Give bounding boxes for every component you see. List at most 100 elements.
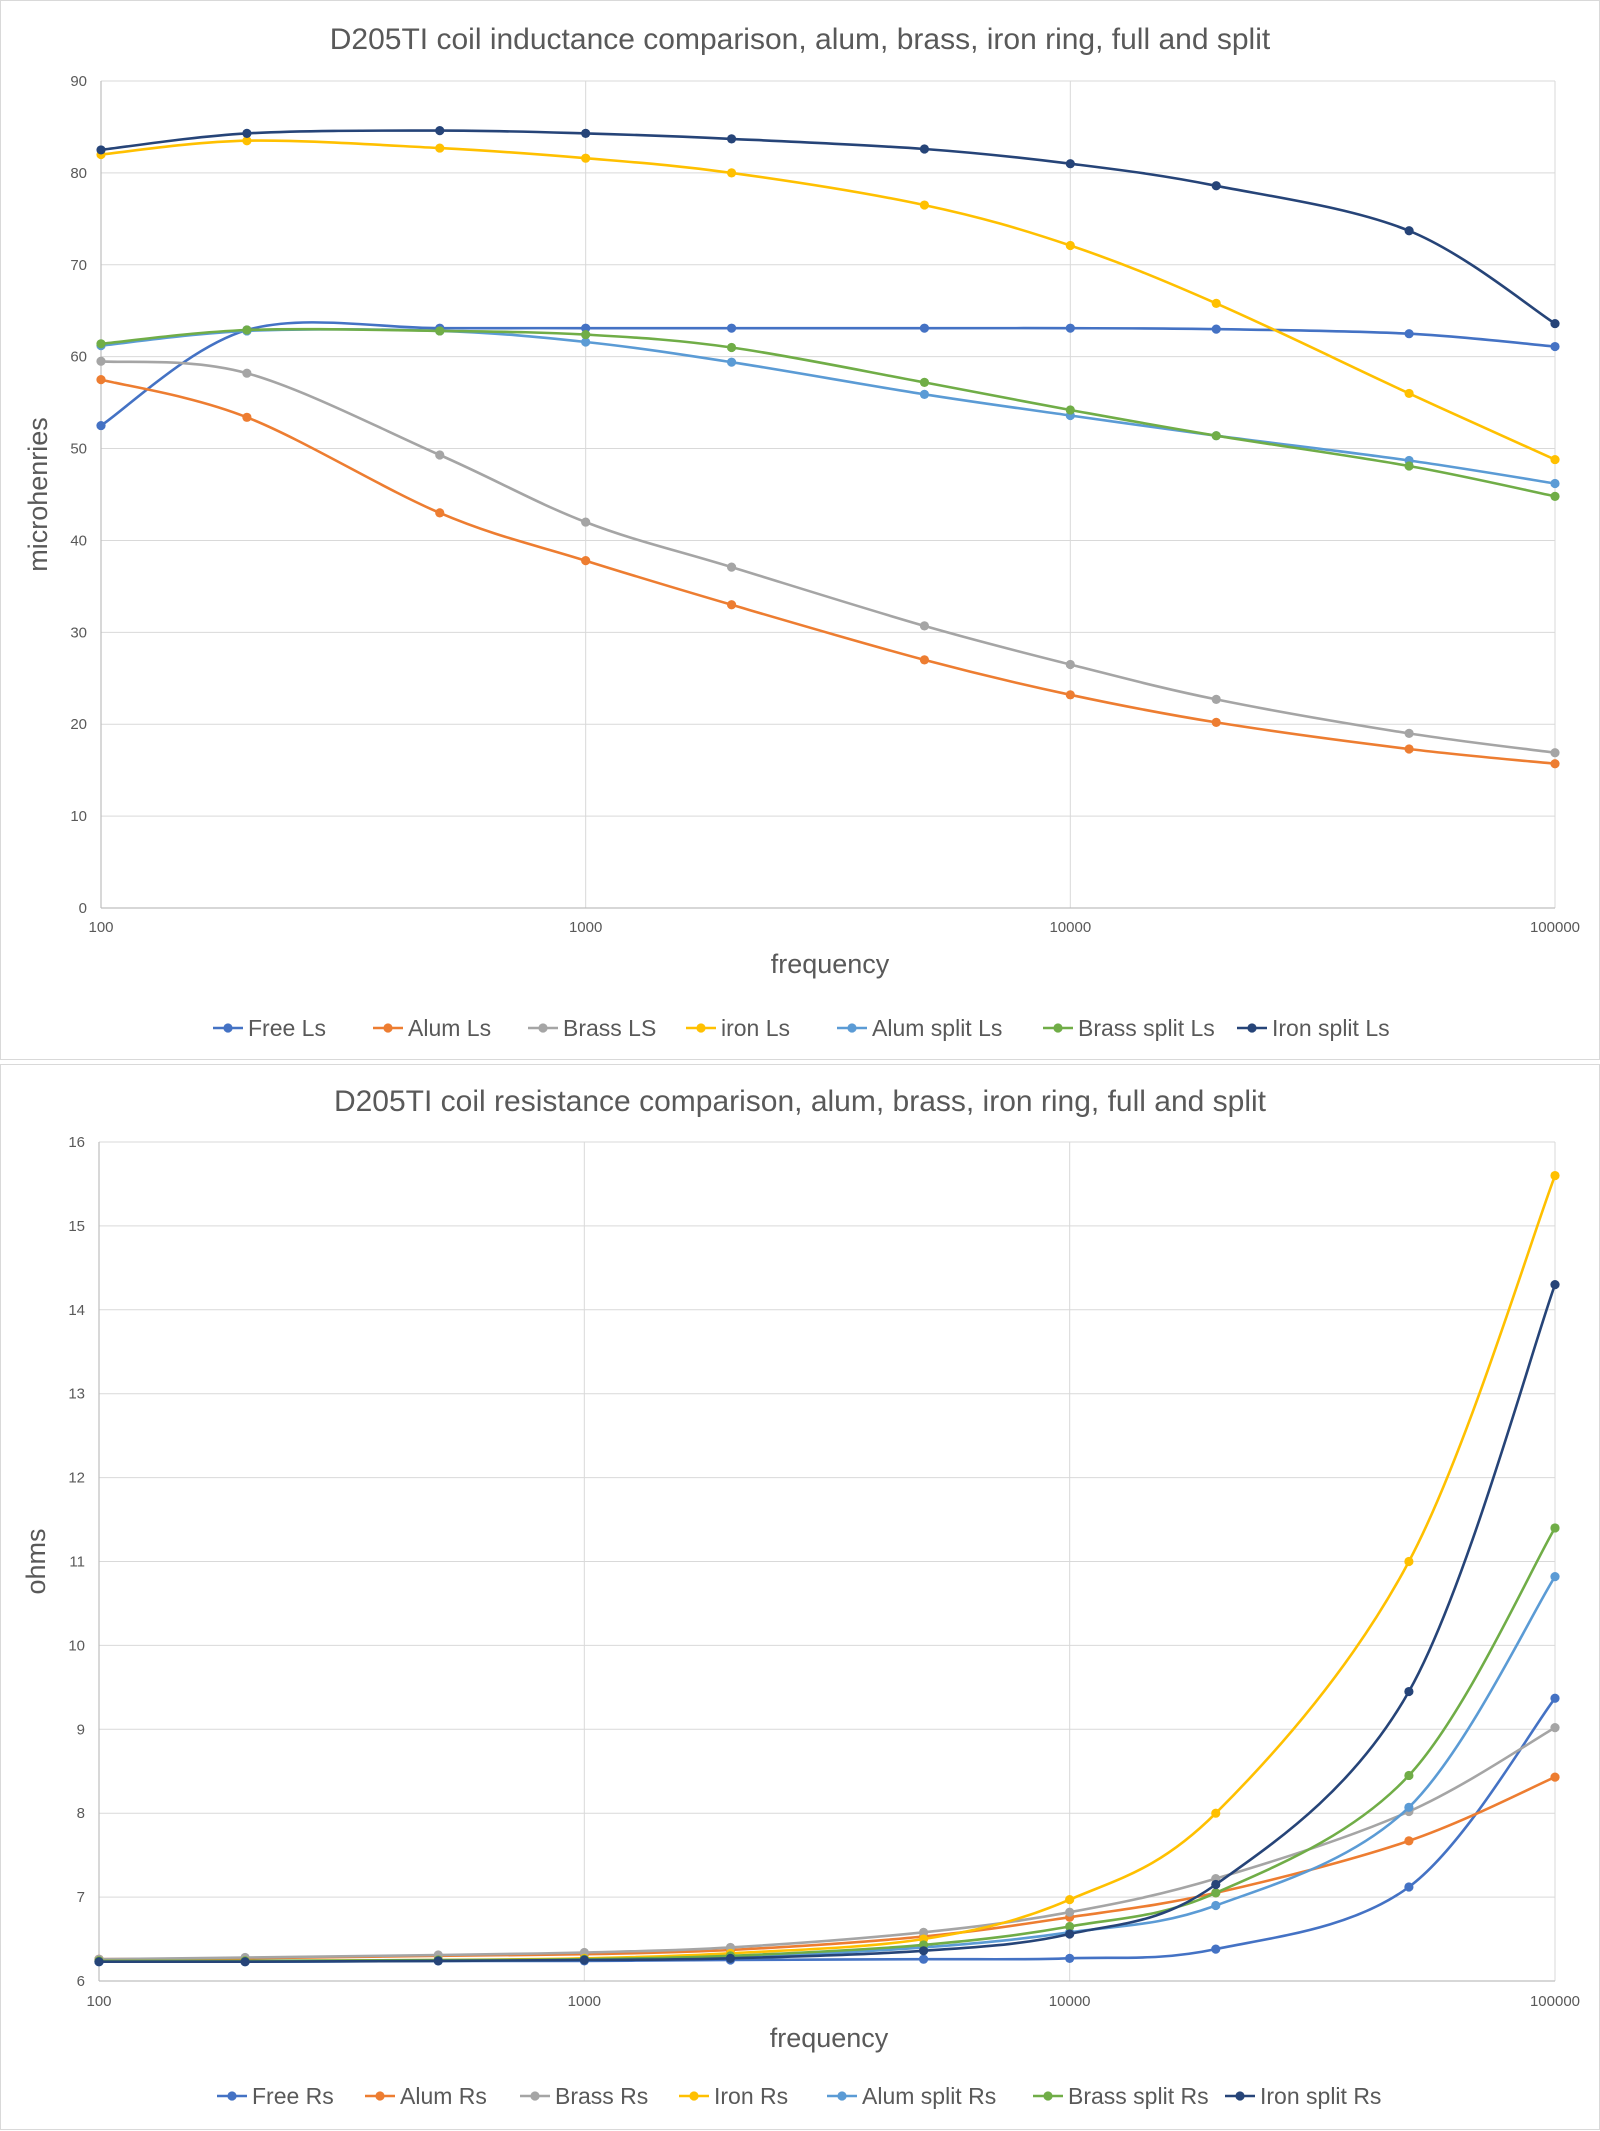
legend-item-brass-split-ls: Brass split Ls [1043, 1015, 1215, 1041]
y-tick-label: 16 [68, 1134, 85, 1151]
legend-label: Iron split Ls [1272, 1015, 1390, 1041]
legend-swatch-marker [223, 1023, 233, 1033]
legend-swatch-marker [383, 1023, 393, 1033]
data-point [581, 337, 591, 347]
data-point [1211, 1944, 1221, 1954]
y-tick-label: 13 [68, 1386, 85, 1403]
legend-label: Brass LS [563, 1015, 656, 1041]
series-iron-rs [94, 1170, 1560, 1966]
data-point [1550, 1693, 1560, 1703]
y-tick-label: 0 [79, 900, 87, 917]
data-point [1404, 1556, 1414, 1567]
data-point [1211, 1888, 1221, 1898]
data-point [1404, 1770, 1414, 1781]
data-point [1211, 1808, 1221, 1818]
data-point [1550, 748, 1560, 758]
data-point [1065, 240, 1075, 251]
data-point [1404, 226, 1414, 236]
resistance-chart-panel: 6 7 8 9 10 11 12 13 14 15 16 100 1000 10000 100000 D205… [0, 1064, 1600, 2130]
data-point [1404, 744, 1414, 754]
data-point [94, 1957, 104, 1967]
legend-label: Brass split Rs [1068, 2083, 1209, 2109]
data-point [1550, 318, 1560, 329]
data-point [581, 323, 591, 333]
legend-swatch-marker [847, 1023, 857, 1033]
gridlines [100, 80, 1556, 909]
data-point [1211, 694, 1221, 705]
data-point [581, 517, 591, 527]
y-tick-label: 80 [70, 165, 87, 182]
data-point [919, 389, 930, 399]
series-iron-ls [96, 136, 1560, 465]
data-point [1550, 1723, 1560, 1733]
series-line [100, 378, 1556, 765]
data-point [919, 621, 930, 631]
series-line [98, 1284, 1557, 1964]
gridlines [98, 1141, 1556, 1982]
series-line [98, 1697, 1557, 1964]
data-point [1065, 659, 1075, 670]
series-line [98, 1575, 1557, 1964]
legend-label: Free Ls [248, 1015, 326, 1041]
data-point [1404, 728, 1414, 739]
legend-label: Brass split Ls [1078, 1015, 1215, 1041]
data-point [581, 153, 591, 163]
series-iron-split-rs [94, 1280, 1560, 1967]
data-point [1211, 431, 1221, 441]
legend-item-alum-rs: Alum Rs [365, 2083, 487, 2109]
x-tick-label: 1000 [569, 919, 602, 936]
series-alum-split-rs [94, 1572, 1560, 1967]
data-point [435, 326, 445, 336]
data-point [1211, 1900, 1221, 1911]
y-tick-label: 8 [77, 1805, 85, 1822]
legend-swatch-marker [538, 1023, 548, 1033]
legend-item-alum-ls: Alum Ls [373, 1015, 491, 1041]
data-point [1550, 478, 1560, 489]
series-line [98, 1726, 1556, 1961]
x-tick-label: 100000 [1530, 919, 1580, 936]
legend-label: Iron Rs [714, 2083, 788, 2109]
series-line [100, 321, 1556, 427]
data-point [1550, 1772, 1560, 1782]
y-tick-label: 9 [77, 1721, 85, 1738]
data-point [1404, 1802, 1414, 1812]
x-tick-label: 100000 [1530, 1993, 1580, 2010]
x-tick-label: 10000 [1049, 1993, 1091, 2010]
data-point [725, 1953, 736, 1963]
series-brass-ls [96, 356, 1560, 758]
y-axis-label: microhenries [23, 417, 53, 572]
data-point [242, 136, 252, 146]
y-tick-label: 10 [70, 808, 87, 825]
inductance-chart: 0 10 20 30 40 50 60 70 80 90 100 1000 10000 100000 D20… [23, 23, 1580, 1041]
series-brass-split-rs [94, 1523, 1560, 1966]
y-tick-label: 30 [70, 624, 87, 641]
data-point [726, 600, 737, 610]
legend-swatch-marker [837, 2091, 847, 2101]
data-point [435, 143, 445, 153]
y-tick-label: 11 [69, 1554, 85, 1571]
data-point [918, 1954, 929, 1964]
data-point [1404, 1836, 1414, 1846]
x-axis-label: frequency [771, 949, 890, 979]
legend-swatch-marker [1235, 2091, 1245, 2101]
legend-label: Iron split Rs [1260, 2083, 1381, 2109]
inductance-chart-panel: 0 10 20 30 40 50 60 70 80 90 100 1000 10000 100000 D20… [0, 0, 1600, 1060]
y-tick-label: 10 [68, 1637, 85, 1654]
series-line [100, 328, 1556, 485]
legend-item-brass-split-rs: Brass split Rs [1033, 2083, 1209, 2109]
legend-swatch-marker [1247, 1023, 1257, 1033]
y-axis-label: ohms [21, 1528, 51, 1594]
legend-item-iron-split-ls: Iron split Ls [1237, 1015, 1390, 1041]
data-point [242, 412, 252, 422]
data-point [579, 1955, 589, 1965]
legend-swatch-marker [530, 2091, 540, 2101]
legend-item-iron-split-rs: Iron split Rs [1225, 2083, 1381, 2109]
y-tick-label: 60 [70, 349, 87, 366]
data-point [1550, 1170, 1560, 1181]
data-point [726, 168, 737, 178]
series-iron-split-ls [96, 126, 1560, 329]
data-point [1550, 759, 1560, 769]
y-tick-label: 70 [70, 257, 87, 274]
series-brass-rs [94, 1723, 1560, 1964]
data-point [1211, 298, 1221, 308]
